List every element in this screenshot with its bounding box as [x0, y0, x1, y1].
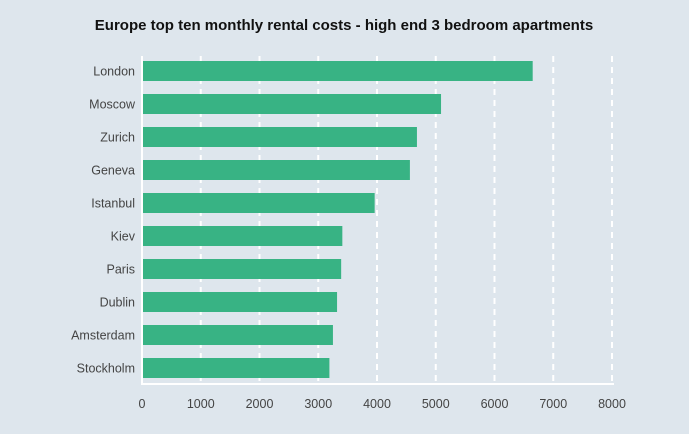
x-tick-label: 7000 [539, 397, 567, 411]
bar-kiev [143, 226, 343, 246]
bar-geneva [143, 160, 410, 180]
category-label: Paris [107, 263, 135, 277]
bar-moscow [143, 94, 442, 114]
bars [143, 61, 533, 378]
category-label: Istanbul [91, 197, 135, 211]
x-tick-label: 0 [139, 397, 146, 411]
x-tick-label: 3000 [304, 397, 332, 411]
bar-paris [143, 259, 342, 279]
category-label: Amsterdam [71, 329, 135, 343]
category-label: Dublin [100, 296, 135, 310]
x-tick-labels: 0 1000 2000 3000 4000 5000 6000 7000 8000 [139, 397, 626, 411]
x-tick-label: 2000 [246, 397, 274, 411]
x-tick-label: 8000 [598, 397, 626, 411]
x-tick-label: 4000 [363, 397, 391, 411]
category-label: Kiev [111, 230, 136, 244]
x-tick-label: 5000 [422, 397, 450, 411]
category-label: Stockholm [77, 362, 135, 376]
x-tick-label: 1000 [187, 397, 215, 411]
bar-zurich [143, 127, 417, 147]
category-labels: London Moscow Zurich Geneva Istanbul Kiev Pari… [71, 65, 136, 376]
bar-london [143, 61, 533, 81]
category-label: Zurich [100, 131, 135, 145]
x-tick-label: 6000 [481, 397, 509, 411]
bar-stockholm [143, 358, 330, 378]
chart-title: Europe top ten monthly rental costs - hi… [95, 17, 593, 34]
category-label: Moscow [89, 98, 136, 112]
category-label: London [93, 65, 135, 79]
bar-dublin [143, 292, 338, 312]
bar-istanbul [143, 193, 375, 213]
category-label: Geneva [91, 164, 135, 178]
bar-amsterdam [143, 325, 333, 345]
